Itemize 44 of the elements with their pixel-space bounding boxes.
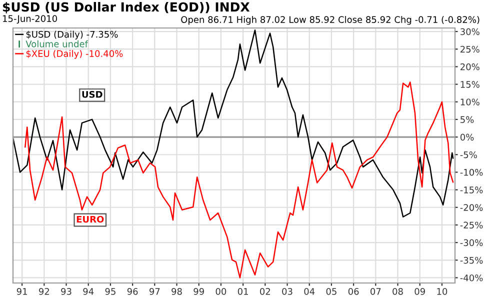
y-tick-label: 30% xyxy=(460,28,480,36)
x-tick-label: 00 xyxy=(216,288,226,295)
y-tick-label: -30% xyxy=(460,239,483,246)
annotation: Volume undef xyxy=(26,40,88,48)
x-tick-label: 95 xyxy=(105,288,116,295)
y-tick-label: 5% xyxy=(460,116,474,124)
annotation: EURO xyxy=(76,216,104,223)
y-tick-label: 25% xyxy=(460,46,480,53)
y-tick-label: 15% xyxy=(460,81,480,88)
y-tick-label: 20% xyxy=(460,63,480,70)
x-tick-label: 98 xyxy=(172,288,182,295)
x-tick-label: 05 xyxy=(326,288,336,295)
y-tick-label: -5% xyxy=(460,151,477,158)
x-tick-label: 10 xyxy=(437,288,448,295)
x-tick-label: 91 xyxy=(16,288,27,295)
x-tick-label: 94 xyxy=(83,288,94,295)
x-tick-label: 99 xyxy=(194,288,204,295)
x-tick-label: 93 xyxy=(61,288,72,295)
x-tick-label: 97 xyxy=(149,288,160,295)
chart-subtitle: 15-Jun-2010 xyxy=(2,15,57,24)
line-series xyxy=(24,82,454,278)
annotation: USD xyxy=(82,90,102,98)
y-tick-label: 0% xyxy=(460,134,474,141)
x-tick-label: 09 xyxy=(414,288,425,295)
x-tick-label: 03 xyxy=(282,288,292,295)
x-tick-label: 92 xyxy=(38,288,49,295)
x-tick-label: 02 xyxy=(260,288,270,295)
chart-title: $USD (US Dollar Index (EOD)) INDX xyxy=(2,2,250,14)
y-tick-label: -20% xyxy=(460,204,483,211)
legend-label: $XEU (Daily) -10.40% xyxy=(26,50,123,59)
y-tick-label: -35% xyxy=(460,256,483,264)
text: Open 86.71 High 87.02 Low 85.92 Close 85.92 Chg -0.71 (-0.82%) xyxy=(181,16,480,25)
y-tick-label: 10% xyxy=(460,98,480,106)
y-tick-label: -15% xyxy=(460,186,483,194)
x-tick-label: 04 xyxy=(304,288,315,295)
x-tick-label: 01 xyxy=(238,288,248,295)
x-tick-label: 08 xyxy=(392,288,403,295)
x-tick-label: 06 xyxy=(348,288,359,295)
y-tick-label: -40% xyxy=(460,274,483,282)
y-tick-label: -25% xyxy=(460,222,483,229)
x-tick-label: 96 xyxy=(127,288,138,295)
y-tick-label: -10% xyxy=(460,168,483,176)
x-tick-label: 07 xyxy=(370,288,381,295)
legend-label: $USD (Daily) -7.35% xyxy=(26,30,118,40)
